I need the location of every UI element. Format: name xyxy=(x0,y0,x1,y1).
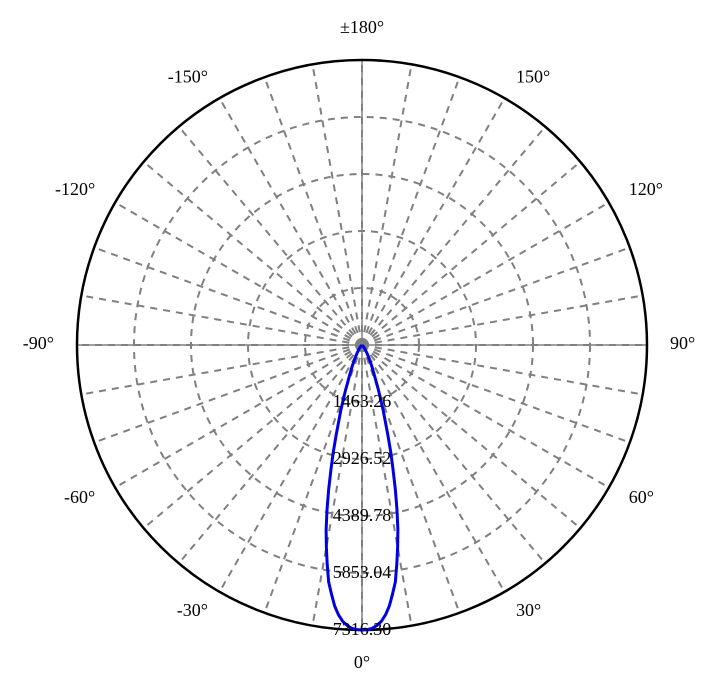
angle-tick-label: 120° xyxy=(629,179,663,199)
polar-chart: 1463.26 2926.52 4389.78 5853.04 7316.30 0° 30°… xyxy=(0,0,723,690)
radial-tick-label: 2926.52 xyxy=(333,448,392,468)
angle-tick-label: -30° xyxy=(177,600,208,620)
angle-tick-label: 0° xyxy=(354,652,370,672)
radial-tick-label: 4389.78 xyxy=(333,505,392,525)
angle-tick-label: 30° xyxy=(516,600,541,620)
polar-chart-svg: 1463.26 2926.52 4389.78 5853.04 7316.30 0° 30°… xyxy=(0,0,723,690)
angle-tick-label: -60° xyxy=(64,487,95,507)
radial-tick-label: 7316.30 xyxy=(333,619,392,639)
angle-tick-label: -120° xyxy=(55,179,95,199)
angle-tick-label: 150° xyxy=(516,66,550,86)
angle-tick-label: -150° xyxy=(168,66,208,86)
radial-tick-label: 1463.26 xyxy=(333,391,392,411)
angle-tick-label: ±180° xyxy=(340,17,384,37)
angle-tick-label: -90° xyxy=(23,333,54,353)
angle-tick-label: 60° xyxy=(629,487,654,507)
angle-tick-label: 90° xyxy=(670,333,695,353)
radial-tick-label: 5853.04 xyxy=(333,562,392,582)
